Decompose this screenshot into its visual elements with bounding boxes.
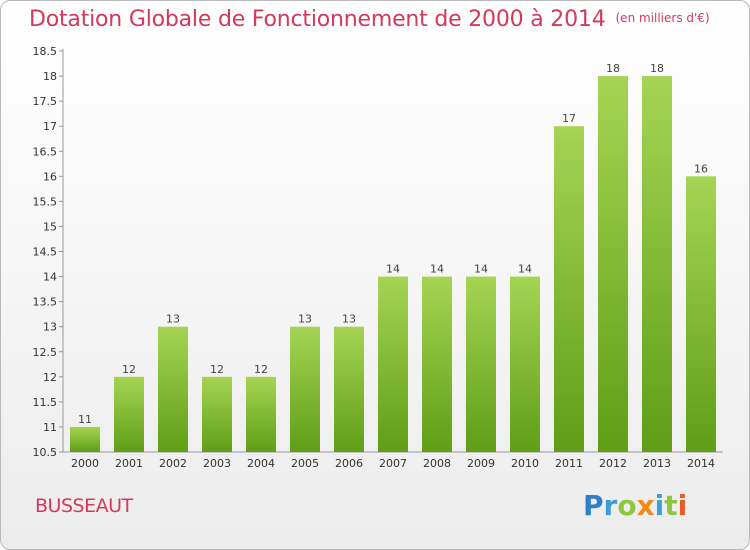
value-label: 18	[650, 62, 664, 75]
bar-2002	[158, 326, 188, 452]
y-tick-label: 17	[43, 120, 57, 133]
bar-2008	[422, 276, 452, 452]
y-tick-label: 13.5	[33, 296, 58, 309]
bar-2014	[686, 176, 716, 452]
y-tick-label: 12.5	[33, 346, 58, 359]
x-tick-label: 2012	[599, 457, 627, 470]
bar-2009	[466, 276, 496, 452]
x-tick-label: 2011	[555, 457, 583, 470]
proxiti-logo: Proxiti	[583, 489, 688, 522]
value-label: 13	[166, 313, 180, 326]
chart-title: Dotation Globale de Fonctionnement de 20…	[29, 7, 710, 32]
title-text: Dotation Globale de Fonctionnement de 20…	[29, 7, 606, 32]
bar-2012	[598, 76, 628, 452]
value-label: 16	[694, 162, 708, 175]
bar-2010	[510, 276, 540, 452]
y-tick-label: 18.5	[33, 45, 58, 58]
x-tick-label: 2001	[115, 457, 143, 470]
x-tick-label: 2008	[423, 457, 451, 470]
x-tick-label: 2003	[203, 457, 231, 470]
y-tick-label: 14	[43, 271, 57, 284]
y-tick-label: 18	[43, 70, 57, 83]
x-tick-label: 2013	[643, 457, 671, 470]
bar-2013	[642, 76, 672, 452]
bar-2005	[290, 326, 320, 452]
value-label: 14	[474, 263, 488, 276]
bar-2006	[334, 326, 364, 452]
y-tick-label: 15	[43, 220, 57, 233]
value-label: 12	[122, 363, 136, 376]
commune-name: BUSSEAUT	[35, 495, 133, 517]
x-tick-label: 2010	[511, 457, 539, 470]
value-labels: 11 12 13 12 12 13 13 14 14 14 14 17 18 18 16	[78, 62, 708, 426]
x-tick-label: 2014	[687, 457, 715, 470]
bar-2004	[246, 376, 276, 452]
value-label: 17	[562, 112, 576, 125]
y-ticks: 10.5 11 11.5 12 12.5 13 13.5 14 14.5 15 15.5 16 16.5…	[33, 45, 63, 459]
x-tick-label: 2009	[467, 457, 495, 470]
y-tick-label: 16	[43, 170, 57, 183]
y-tick-label: 16.5	[33, 145, 58, 158]
value-label: 12	[254, 363, 268, 376]
y-tick-label: 13	[43, 321, 57, 334]
y-tick-label: 11	[43, 421, 57, 434]
value-label: 14	[430, 263, 444, 276]
x-tick-label: 2000	[71, 457, 99, 470]
y-tick-label: 10.5	[33, 446, 58, 459]
x-tick-label: 2005	[291, 457, 319, 470]
value-label: 13	[342, 313, 356, 326]
unit-text: (en milliers d'€)	[615, 11, 710, 25]
value-label: 13	[298, 313, 312, 326]
x-tick-label: 2007	[379, 457, 407, 470]
value-label: 11	[78, 413, 92, 426]
y-tick-label: 14.5	[33, 246, 58, 259]
x-tick-label: 2002	[159, 457, 187, 470]
y-tick-label: 15.5	[33, 195, 58, 208]
bar-2000	[70, 426, 100, 452]
bar-2007	[378, 276, 408, 452]
bar-2003	[202, 376, 232, 452]
bar-2001	[114, 376, 144, 452]
value-label: 14	[386, 263, 400, 276]
x-tick-label: 2004	[247, 457, 275, 470]
value-label: 18	[606, 62, 620, 75]
value-label: 14	[518, 263, 532, 276]
value-label: 12	[210, 363, 224, 376]
bars	[70, 76, 716, 452]
y-tick-label: 17.5	[33, 95, 58, 108]
y-tick-label: 12	[43, 371, 57, 384]
bar-2011	[554, 126, 584, 452]
x-labels: 2000 2001 2002 2003 2004 2005 2006 2007 2008 2009…	[71, 457, 715, 470]
y-tick-label: 11.5	[33, 396, 58, 409]
x-tick-label: 2006	[335, 457, 363, 470]
